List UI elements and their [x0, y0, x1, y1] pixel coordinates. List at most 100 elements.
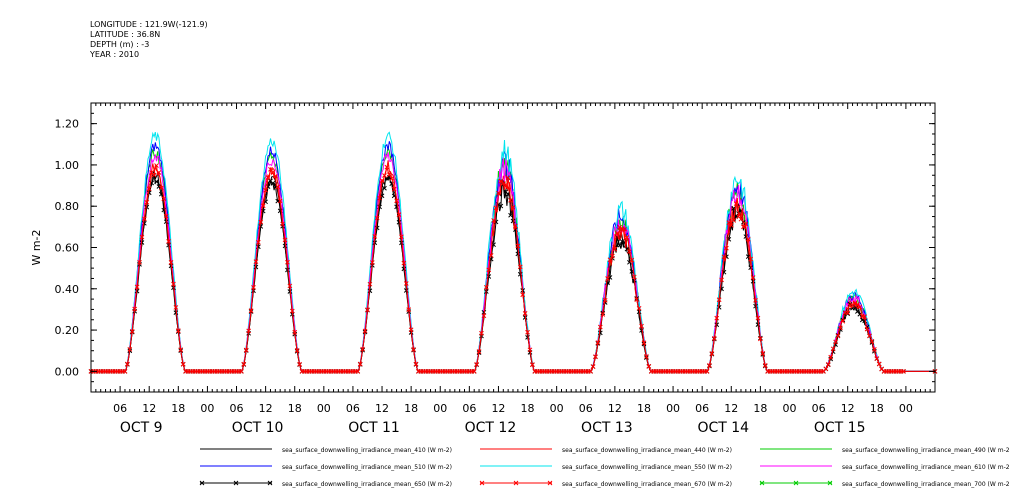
series-marker [755, 315, 761, 321]
series-marker [154, 163, 159, 168]
series-marker [743, 221, 749, 227]
series-marker [289, 308, 295, 314]
series-marker [137, 260, 142, 265]
series-marker [503, 182, 509, 188]
series-marker [365, 307, 370, 313]
series-marker [367, 281, 373, 287]
series-marker [610, 253, 615, 259]
x-hour-label: 18 [171, 402, 185, 415]
series-marker [731, 218, 737, 223]
series-marker [738, 216, 744, 222]
series-marker [399, 240, 404, 246]
series-marker [168, 260, 174, 265]
series-marker [496, 190, 501, 196]
series-marker [391, 186, 397, 192]
x-hour-label: 18 [753, 402, 767, 415]
series-marker [631, 274, 637, 280]
series-marker [510, 205, 516, 210]
legend-marker [547, 480, 553, 486]
series-marker [355, 369, 361, 374]
series-marker [622, 226, 627, 232]
legend-marker [233, 480, 239, 486]
series-marker [491, 218, 496, 223]
x-day-label: OCT 10 [232, 420, 284, 436]
series-marker [125, 361, 130, 367]
series-marker [285, 267, 290, 273]
series-marker [280, 221, 285, 227]
series-marker [864, 326, 870, 332]
series-marker [399, 234, 404, 240]
series-marker [508, 212, 513, 218]
series-marker [372, 234, 378, 239]
x-day-label: OCT 13 [581, 420, 633, 436]
series-marker [513, 223, 518, 229]
series-marker [714, 322, 720, 328]
series-marker [270, 169, 276, 175]
series-marker [852, 300, 858, 306]
series-marker [158, 185, 164, 191]
x-hour-label: 18 [870, 402, 884, 415]
series-marker [394, 198, 399, 204]
y-tick-label: 0.00 [55, 365, 80, 378]
x-hour-label: 18 [288, 402, 302, 415]
series-marker [255, 239, 261, 245]
series-marker [287, 283, 293, 289]
series-marker [122, 369, 128, 374]
series-marker [525, 329, 530, 335]
x-hour-label: 12 [841, 402, 855, 415]
series-marker [874, 356, 880, 361]
series-marker [641, 340, 647, 346]
legend-label: sea_surface_downwelling_irradiance_mean_… [282, 447, 452, 454]
x-hour-label: 12 [608, 402, 622, 415]
x-hour-label: 00 [550, 402, 564, 415]
series-marker [243, 347, 249, 353]
series-marker [481, 313, 487, 319]
series-marker [607, 275, 613, 280]
series-marker [294, 348, 300, 353]
series-marker [833, 339, 838, 345]
series-marker [721, 254, 727, 260]
series-marker [522, 311, 528, 316]
series-marker [498, 203, 504, 209]
longitude-label: LONGITUDE : 121.9W(-121.9) [90, 20, 208, 29]
x-hour-label: 12 [724, 402, 738, 415]
series-marker [175, 328, 181, 333]
y-tick-label: 0.40 [55, 283, 80, 296]
series-marker [607, 257, 613, 263]
series-marker [634, 297, 640, 302]
series-marker [127, 346, 133, 352]
x-day-label: OCT 15 [814, 420, 866, 436]
series-marker [711, 335, 717, 341]
series-marker [639, 323, 644, 329]
x-hour-label: 18 [404, 402, 418, 415]
series-marker [367, 288, 373, 294]
legend-marker [267, 480, 273, 486]
series-marker [357, 361, 363, 367]
series-marker [374, 215, 380, 221]
series-marker [474, 362, 479, 367]
x-hour-label: 06 [695, 402, 709, 415]
series-marker [872, 346, 877, 352]
series-marker [617, 242, 623, 248]
series-marker [835, 333, 841, 339]
series-marker [396, 212, 402, 217]
series-marker [486, 267, 492, 273]
series-marker [173, 310, 179, 315]
series-marker [362, 328, 368, 334]
series-marker [403, 288, 409, 293]
series-marker [171, 281, 176, 287]
x-hour-label: 00 [200, 402, 214, 415]
x-hour-label: 18 [521, 402, 535, 415]
legend-label: sea_surface_downwelling_irradiance_mean_… [842, 464, 1009, 471]
series-marker [246, 328, 251, 334]
depth-label: DEPTH (m) : -3 [90, 40, 150, 49]
series-marker [530, 362, 535, 368]
series-marker [716, 297, 722, 303]
series-marker [360, 346, 365, 352]
series-marker [241, 361, 247, 367]
legend-label: sea_surface_downwelling_irradiance_mean_… [562, 464, 732, 471]
series-marker [173, 305, 179, 310]
series-marker [151, 172, 157, 178]
series-marker [600, 312, 606, 317]
legend-label: sea_surface_downwelling_irradiance_mean_… [282, 481, 452, 488]
